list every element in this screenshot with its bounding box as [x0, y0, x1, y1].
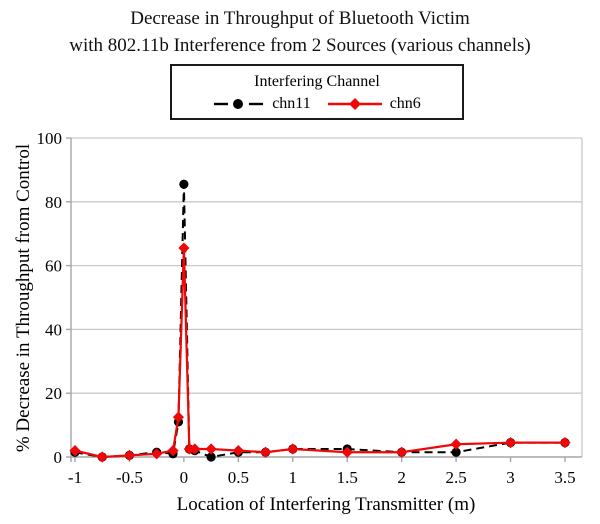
- chn6-marker: [504, 437, 517, 449]
- chn6-marker: [172, 411, 185, 423]
- x-axis-title: Location of Interfering Transmitter (m): [176, 494, 476, 515]
- chn6-marker: [205, 443, 217, 455]
- y-axis-title: % Decrease in Throughput from Control: [13, 143, 34, 453]
- legend-entry-chn11: chn11: [213, 95, 311, 113]
- chn6-marker: [69, 445, 81, 457]
- x-tick-label-2.5: 2.5: [445, 468, 466, 487]
- y-tick-label-40: 40: [45, 320, 62, 339]
- legend-title: Interfering Channel: [254, 73, 380, 90]
- chn6-marker: [96, 451, 108, 463]
- chn6-marker: [232, 445, 244, 457]
- legend: Interfering Channel chn11 chn6: [170, 64, 464, 120]
- x-tick-label-3.5: 3.5: [554, 468, 575, 487]
- chart-title-line1: Decrease in Throughput of Bluetooth Vict…: [130, 8, 470, 29]
- x-tick-label--1: -1: [68, 468, 82, 487]
- x-tick-label-0.5: 0.5: [228, 468, 249, 487]
- y-tick-label-20: 20: [45, 384, 62, 403]
- chart-title: Decrease in Throughput of Bluetooth Vict…: [0, 5, 600, 59]
- chn6-marker: [151, 448, 163, 460]
- dashed-line-circle-marker-icon: [214, 99, 264, 109]
- chn11-marker: [206, 452, 216, 462]
- chn6-marker: [450, 438, 462, 450]
- solid-line-diamond-marker-icon: [327, 98, 382, 110]
- chn6-marker: [396, 446, 408, 458]
- chn11-marker: [179, 179, 189, 189]
- chn6-marker: [259, 446, 272, 458]
- y-tick-label-0: 0: [54, 448, 63, 467]
- x-tick-label-1: 1: [289, 468, 298, 487]
- chn6-marker: [189, 443, 201, 455]
- chn6-marker: [287, 443, 299, 455]
- chn6-marker: [167, 445, 179, 457]
- legend-label-chn11: chn11: [272, 95, 311, 112]
- x-tick-label-2: 2: [397, 468, 406, 487]
- chn11-line: [74, 184, 566, 459]
- chn6-marker: [341, 446, 353, 458]
- y-tick-label-100: 100: [37, 129, 63, 148]
- legend-entry-chn6: chn6: [327, 95, 421, 113]
- y-tick-label-60: 60: [45, 257, 62, 276]
- legend-entries: chn11 chn6: [213, 95, 421, 113]
- x-tick-label-3: 3: [506, 468, 515, 487]
- chn6-marker: [123, 449, 136, 462]
- chn6-marker: [559, 437, 571, 449]
- y-tick-label-80: 80: [45, 193, 62, 212]
- chn6-marker: [178, 242, 190, 254]
- x-tick-label-0: 0: [180, 468, 189, 487]
- chn11-marker: [451, 447, 461, 457]
- legend-label-chn6: chn6: [389, 95, 421, 112]
- chn6-line: [74, 248, 566, 459]
- x-tick-label-1.5: 1.5: [337, 468, 358, 487]
- chart-title-line2: with 802.11b Interference from 2 Sources…: [69, 35, 531, 56]
- x-tick-label--0.5: -0.5: [116, 468, 143, 487]
